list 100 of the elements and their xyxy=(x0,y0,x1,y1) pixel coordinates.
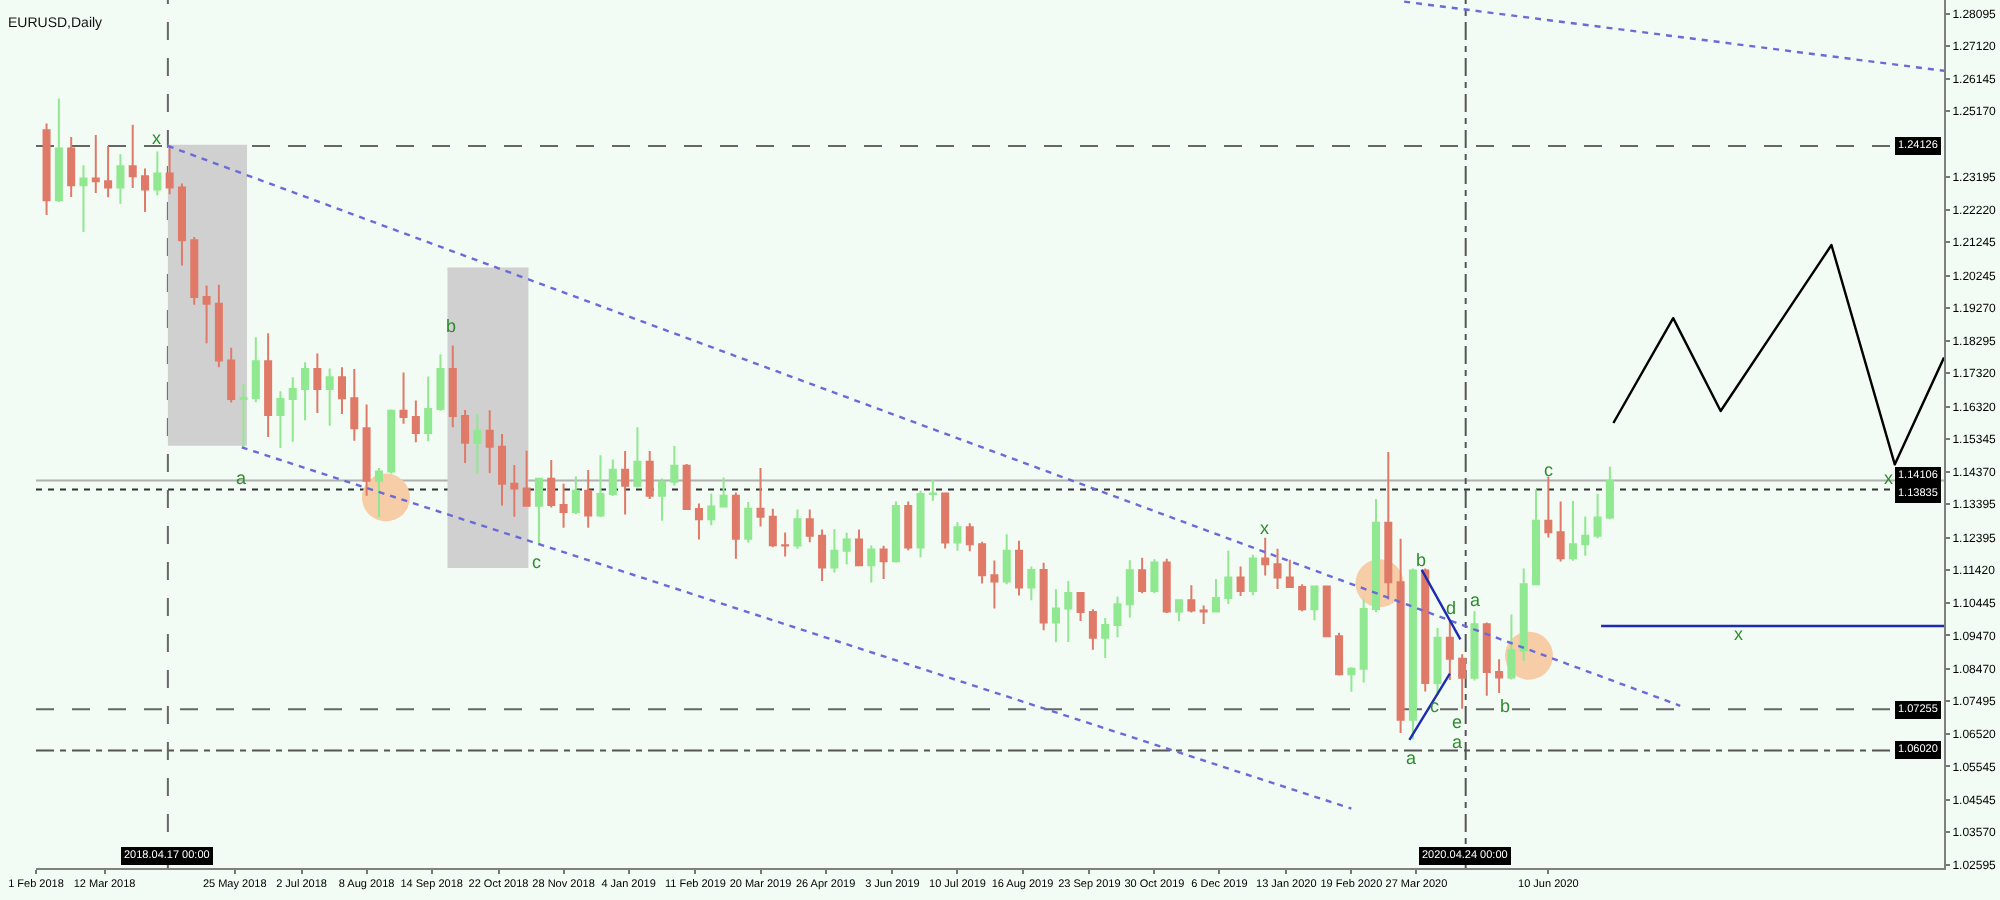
candlestick xyxy=(510,464,519,518)
candlestick xyxy=(904,500,913,552)
candlestick xyxy=(1236,565,1245,597)
candlestick xyxy=(1051,588,1060,644)
candlestick xyxy=(941,491,950,550)
candlestick xyxy=(399,371,408,425)
candlestick xyxy=(214,283,223,369)
annotation: a xyxy=(1470,590,1481,610)
candlestick xyxy=(104,144,113,199)
candlestick xyxy=(1175,598,1184,623)
candlestick xyxy=(1027,565,1036,602)
candlestick xyxy=(547,459,556,509)
candlestick xyxy=(645,450,654,501)
annotation: a xyxy=(1406,748,1417,768)
candlestick xyxy=(621,450,630,516)
candlestick xyxy=(1224,549,1233,605)
candlestick xyxy=(436,353,445,412)
candlestick xyxy=(1396,537,1405,735)
candlestick xyxy=(1544,475,1553,539)
candlestick xyxy=(116,153,125,205)
candlestick xyxy=(424,375,433,443)
annotation: e xyxy=(1452,712,1463,732)
candlestick xyxy=(1076,591,1085,622)
candlestick xyxy=(128,123,137,189)
candlestick xyxy=(448,344,457,429)
candlestick xyxy=(79,164,88,234)
candlestick xyxy=(1433,626,1442,697)
candlestick xyxy=(670,445,679,487)
candlestick xyxy=(1347,666,1356,693)
candlestick xyxy=(485,409,494,475)
candlestick xyxy=(559,482,568,529)
candlestick xyxy=(1581,515,1590,557)
candlestick xyxy=(608,458,617,498)
candlestick xyxy=(202,284,211,345)
candlestick xyxy=(1371,498,1381,614)
candlestick xyxy=(596,454,605,519)
candlestick xyxy=(1359,598,1368,684)
candlestick xyxy=(1482,621,1491,697)
candlestick xyxy=(1445,619,1454,682)
candlestick xyxy=(879,544,888,580)
candlestick xyxy=(818,528,827,582)
annotation: x xyxy=(152,128,162,148)
candlestick xyxy=(916,489,925,559)
candlestick xyxy=(1470,610,1479,682)
candlestick xyxy=(1335,631,1344,677)
candlestick xyxy=(1002,533,1011,586)
candlestick xyxy=(867,544,876,584)
candlestick xyxy=(805,508,814,544)
candlestick xyxy=(288,376,297,443)
annotation: x xyxy=(1884,468,1894,488)
candlestick xyxy=(1519,567,1528,663)
candlestick xyxy=(325,367,334,427)
candlestick xyxy=(707,492,716,527)
candlestick xyxy=(350,367,359,442)
candlestick xyxy=(584,469,593,529)
annotation: c xyxy=(532,552,542,572)
candlestick xyxy=(756,467,765,528)
annotation: x xyxy=(1734,624,1744,644)
candlestick xyxy=(1605,465,1614,521)
candlestick xyxy=(928,479,937,502)
candlestick xyxy=(1384,451,1393,601)
candlestick xyxy=(522,449,531,508)
candlestick xyxy=(1285,558,1294,589)
candlestick xyxy=(1495,658,1504,695)
candlestick xyxy=(1408,567,1417,741)
annotation: b xyxy=(1500,696,1511,716)
candlestick xyxy=(694,502,703,541)
candlestick xyxy=(387,408,396,475)
candlestick xyxy=(1211,577,1220,613)
candlestick xyxy=(227,346,236,404)
candlestick xyxy=(1138,556,1147,595)
annotation: d xyxy=(1446,598,1457,618)
candlestick xyxy=(165,144,174,196)
candlestick xyxy=(1101,616,1110,660)
candlestick xyxy=(978,540,987,585)
candlestick xyxy=(781,531,790,558)
candlestick xyxy=(67,135,76,198)
candlestick xyxy=(1322,584,1331,639)
candlestick xyxy=(473,412,482,475)
annotation: c xyxy=(1430,696,1440,716)
candlestick xyxy=(276,390,285,450)
candlestick xyxy=(534,477,543,547)
candlestick xyxy=(1273,547,1282,590)
candlestick xyxy=(1261,536,1270,577)
candlestick xyxy=(965,522,974,553)
candlestick xyxy=(239,382,248,449)
candlestick xyxy=(842,531,851,566)
candlestick xyxy=(682,463,691,511)
candlestick xyxy=(1150,558,1159,595)
annotation: b xyxy=(446,316,457,336)
candlestick xyxy=(854,528,863,567)
annotation: a xyxy=(236,468,247,488)
candlestick xyxy=(744,501,753,544)
candlestick xyxy=(1187,584,1196,614)
candlestick xyxy=(1064,579,1073,643)
candlestick xyxy=(42,122,51,216)
candlestick xyxy=(1248,553,1257,597)
candlestick xyxy=(571,475,580,516)
candlestick xyxy=(1310,584,1319,622)
candlestick xyxy=(1568,500,1577,562)
